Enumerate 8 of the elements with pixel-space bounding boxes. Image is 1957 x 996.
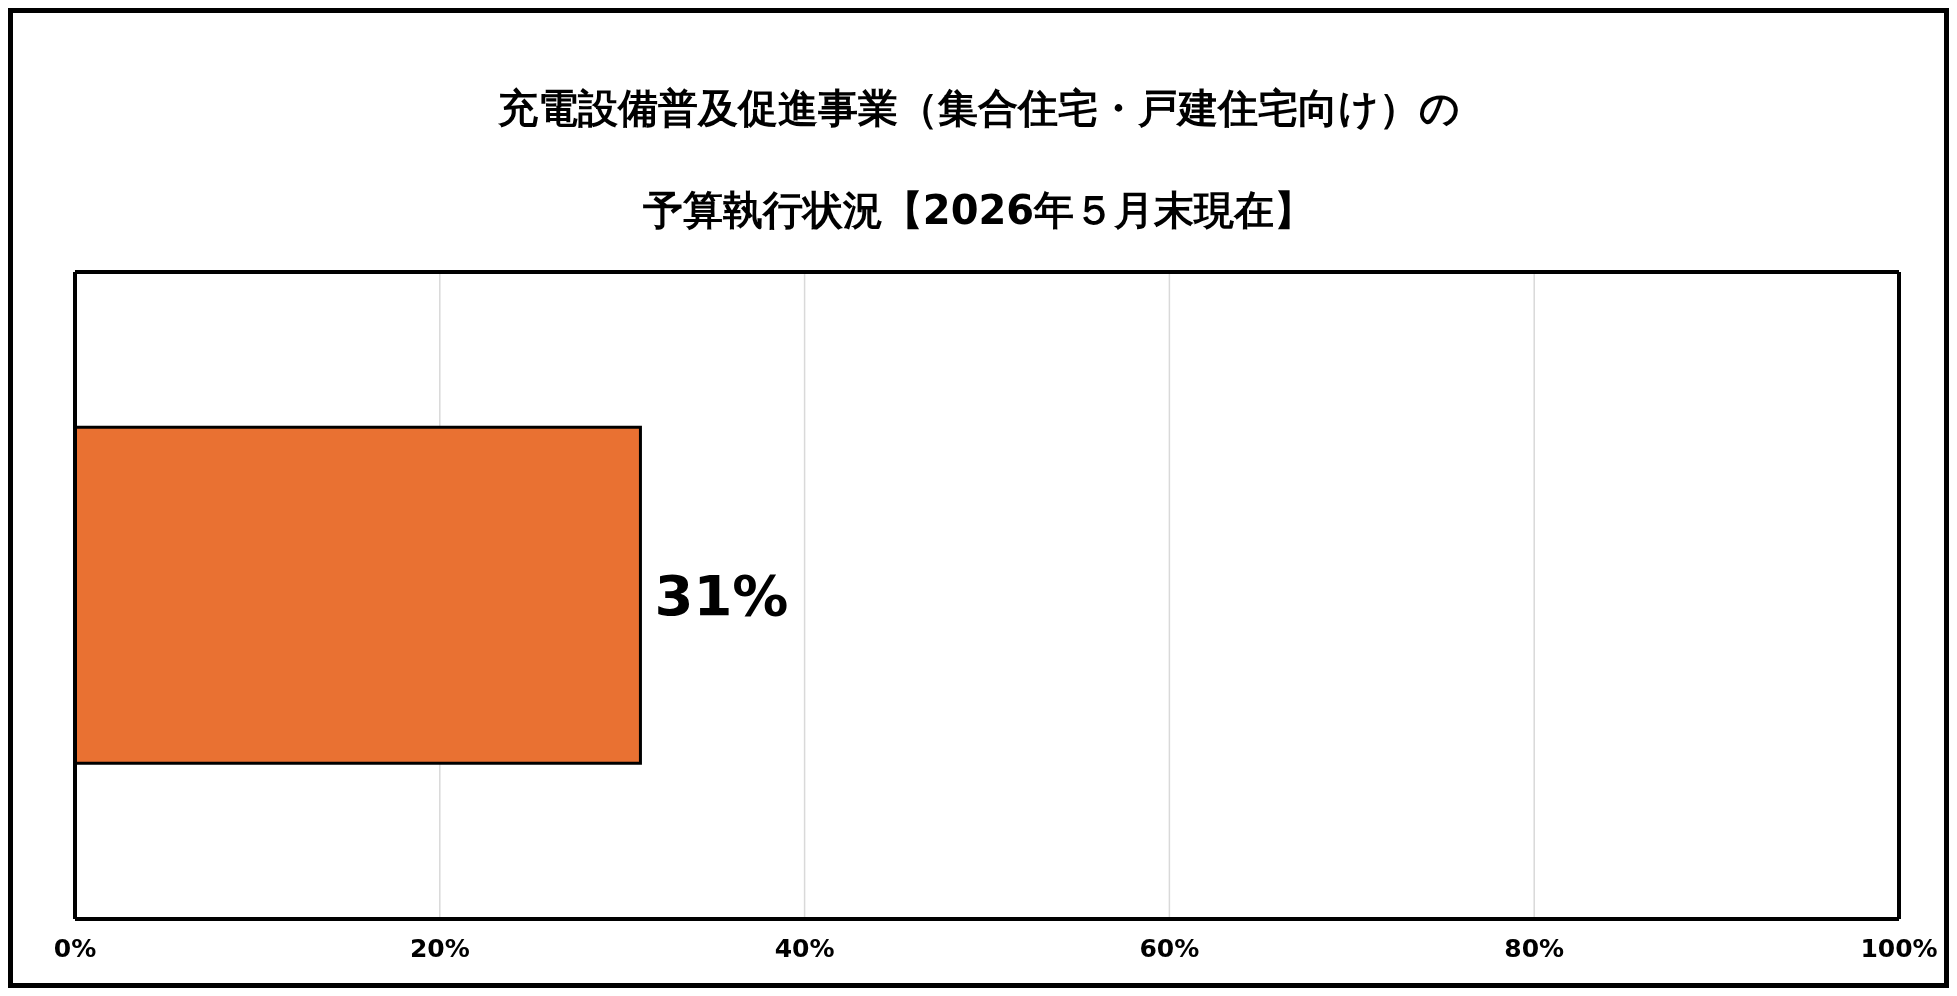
x-tick-label: 100% <box>1860 933 1938 963</box>
chart-title: 充電設備普及促進事業（集合住宅・戸建住宅向け）の予算執行状況【2026年５月末現在】 <box>497 85 1460 233</box>
x-tick-label: 80% <box>1504 933 1565 963</box>
x-tick-label: 20% <box>409 933 470 963</box>
x-tick-label: 40% <box>774 933 835 963</box>
x-tick-label: 0% <box>53 933 97 963</box>
data-label: 31% <box>654 563 789 629</box>
x-tick-label: 60% <box>1139 933 1200 963</box>
